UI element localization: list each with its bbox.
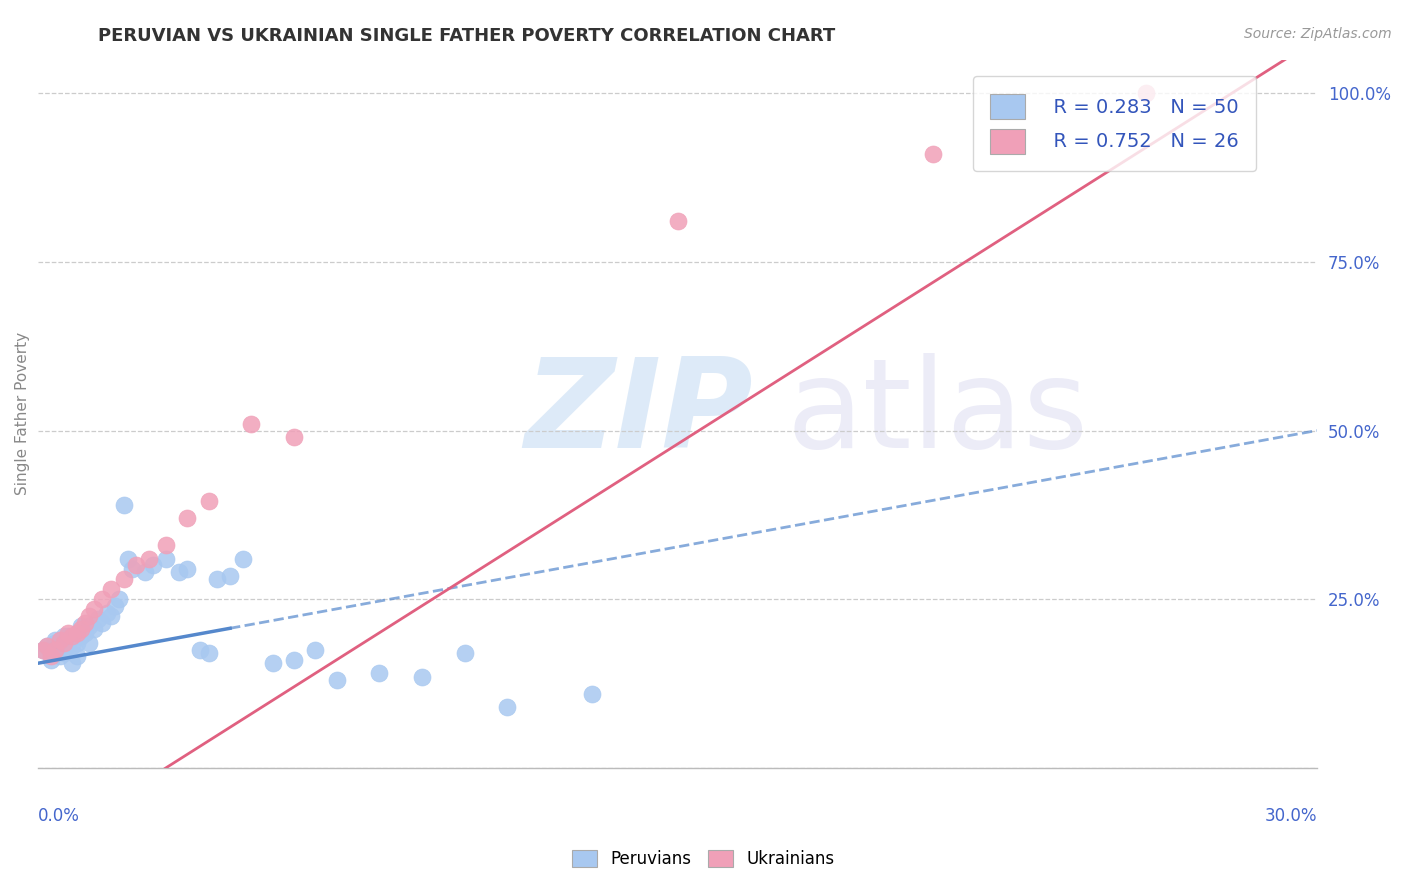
Point (125, 558, 148, 573)
Point (142, 558, 165, 573)
Point (35, 640, 58, 654)
Point (56, 636, 79, 650)
Point (100, 582, 122, 596)
Point (48, 642, 70, 657)
Text: atlas: atlas (786, 353, 1088, 475)
Point (52, 646, 75, 660)
Point (112, 572, 135, 586)
Point (48, 632, 70, 647)
Point (283, 653, 305, 667)
Point (44, 632, 66, 647)
Point (112, 498, 135, 512)
Point (219, 568, 242, 582)
Point (240, 417, 263, 431)
Point (100, 609, 122, 624)
Point (79, 636, 101, 650)
Text: PERUVIAN VS UKRAINIAN SINGLE FATHER POVERTY CORRELATION CHART: PERUVIAN VS UKRAINIAN SINGLE FATHER POVE… (98, 27, 835, 45)
Point (117, 551, 139, 566)
Point (922, 147, 945, 161)
Point (87, 612, 110, 626)
Point (44, 642, 66, 657)
Point (91, 615, 114, 630)
Point (411, 670, 433, 684)
Point (79, 609, 101, 624)
Text: 30.0%: 30.0% (1264, 806, 1317, 824)
Y-axis label: Single Father Poverty: Single Father Poverty (15, 332, 30, 495)
Point (121, 562, 143, 576)
Point (31, 642, 53, 657)
Point (496, 700, 519, 714)
Point (262, 656, 284, 670)
Point (39, 646, 62, 660)
Point (176, 562, 198, 576)
Point (138, 551, 160, 566)
Point (283, 430, 305, 444)
Point (48, 649, 70, 664)
Point (44, 636, 66, 650)
Text: ZIP: ZIP (524, 353, 754, 475)
Point (66, 625, 89, 640)
Point (188, 642, 211, 657)
Point (62, 640, 84, 654)
Point (75, 625, 97, 640)
Point (207, 572, 229, 586)
Point (155, 538, 177, 552)
Point (56, 625, 79, 640)
Point (52, 636, 75, 650)
Point (39, 649, 62, 664)
Text: 0.0%: 0.0% (38, 806, 80, 824)
Point (31, 642, 53, 657)
Point (83, 602, 105, 616)
Point (198, 646, 221, 660)
Point (666, 214, 689, 228)
Point (108, 592, 131, 607)
Point (167, 565, 190, 579)
Point (66, 649, 89, 664)
Point (232, 551, 254, 566)
Point (104, 599, 127, 613)
Point (62, 629, 84, 643)
Point (581, 686, 603, 700)
Point (96, 606, 118, 620)
Point (83, 623, 105, 637)
Text: Source: ZipAtlas.com: Source: ZipAtlas.com (1244, 27, 1392, 41)
Point (325, 673, 347, 687)
Point (155, 551, 177, 566)
Point (368, 666, 391, 681)
Point (1135, 87, 1157, 101)
Point (176, 511, 198, 525)
Point (66, 636, 89, 650)
Point (75, 615, 97, 630)
Legend: Peruvians, Ukrainians: Peruvians, Ukrainians (565, 843, 841, 875)
Point (70, 629, 93, 643)
Point (304, 642, 326, 657)
Point (198, 494, 221, 508)
Point (453, 646, 475, 660)
Point (79, 619, 101, 633)
Point (70, 619, 93, 633)
Point (39, 653, 62, 667)
Point (62, 656, 84, 670)
Point (134, 565, 156, 579)
Point (91, 592, 114, 607)
Point (52, 629, 75, 643)
Legend:   R = 0.283   N = 50,   R = 0.752   N = 26: R = 0.283 N = 50, R = 0.752 N = 26 (973, 77, 1256, 171)
Point (70, 623, 93, 637)
Point (56, 629, 79, 643)
Point (35, 640, 58, 654)
